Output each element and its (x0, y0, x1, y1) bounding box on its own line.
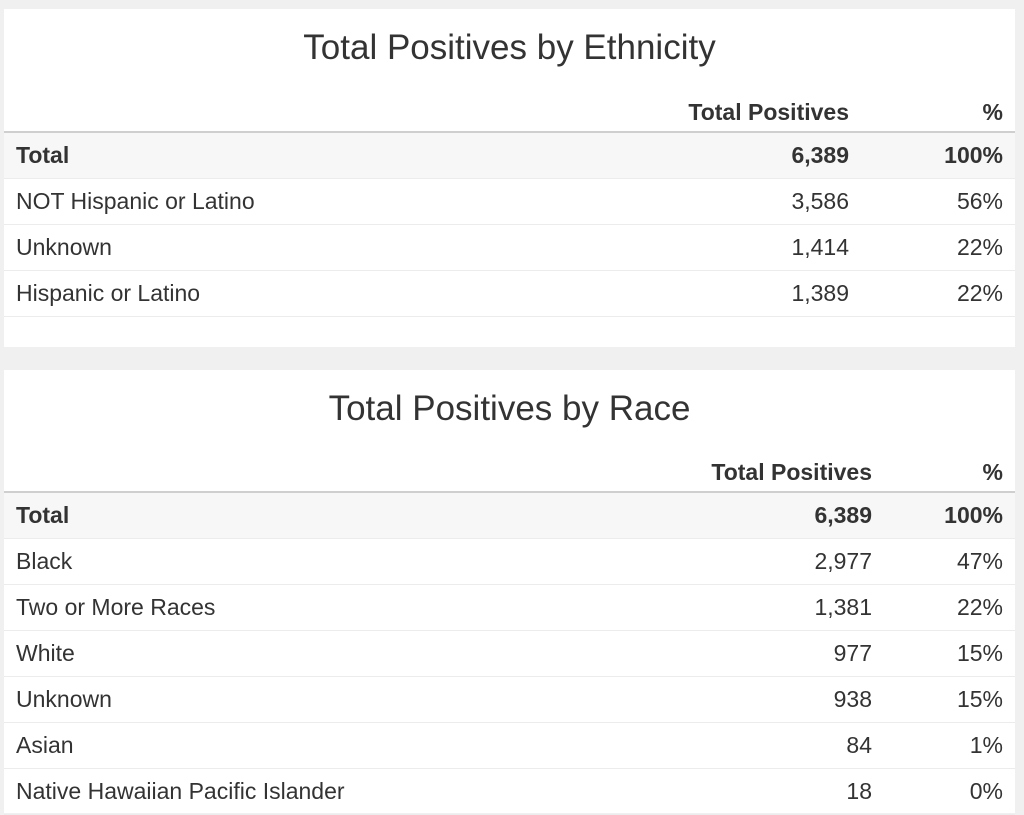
row-percent: 56% (861, 178, 1015, 225)
row-label: Unknown (4, 224, 655, 271)
race-panel: Total Positives by Race Total Positives … (4, 370, 1015, 815)
table-row: Total 6,389 100% (4, 132, 1015, 179)
table-row: NOT Hispanic or Latino 3,586 56% (4, 178, 1015, 225)
row-label: Total (4, 132, 655, 179)
row-count: 2,977 (677, 538, 884, 585)
row-label: Two or More Races (4, 584, 677, 631)
row-label: Hispanic or Latino (4, 270, 655, 317)
row-count: 6,389 (677, 492, 884, 539)
table-row: Unknown 938 15% (4, 676, 1015, 723)
row-percent: 100% (884, 492, 1015, 539)
row-percent: 15% (884, 676, 1015, 723)
row-percent: 100% (861, 132, 1015, 179)
table-row: Two or More Races 1,381 22% (4, 584, 1015, 631)
row-count: 6,389 (655, 132, 861, 179)
table-row: Asian 84 1% (4, 722, 1015, 769)
ethnicity-header-row: Total Positives % (4, 93, 1015, 133)
race-header-total-positives[interactable]: Total Positives (677, 453, 884, 493)
row-percent: 22% (861, 224, 1015, 271)
race-header-label[interactable] (4, 453, 677, 493)
row-label: Asian (4, 722, 677, 769)
row-label: Black (4, 538, 677, 585)
ethnicity-panel: Total Positives by Ethnicity Total Posit… (4, 9, 1015, 347)
race-header-percent[interactable]: % (884, 453, 1015, 493)
row-count: 1,381 (677, 584, 884, 631)
row-percent: 0% (884, 768, 1015, 815)
row-count: 977 (677, 630, 884, 677)
table-row: Unknown 1,414 22% (4, 224, 1015, 271)
row-percent: 47% (884, 538, 1015, 585)
row-count: 1,389 (655, 270, 861, 317)
row-count: 3,586 (655, 178, 861, 225)
row-count: 84 (677, 722, 884, 769)
table-row: Black 2,977 47% (4, 538, 1015, 585)
row-percent: 22% (861, 270, 1015, 317)
table-row: Hispanic or Latino 1,389 22% (4, 270, 1015, 317)
row-percent: 22% (884, 584, 1015, 631)
ethnicity-header-total-positives[interactable]: Total Positives (655, 93, 861, 133)
ethnicity-header-percent[interactable]: % (861, 93, 1015, 133)
row-count: 18 (677, 768, 884, 815)
row-percent: 1% (884, 722, 1015, 769)
row-label: NOT Hispanic or Latino (4, 178, 655, 225)
row-percent: 15% (884, 630, 1015, 677)
race-title: Total Positives by Race (328, 389, 691, 428)
row-label: Total (4, 492, 677, 539)
race-table: Total Positives % Total 6,389 100% Black… (4, 453, 1015, 815)
ethnicity-title: Total Positives by Ethnicity (303, 28, 716, 67)
table-row: Total 6,389 100% (4, 492, 1015, 539)
ethnicity-table: Total Positives % Total 6,389 100% NOT H… (4, 93, 1015, 317)
table-row: White 977 15% (4, 630, 1015, 677)
race-header-row: Total Positives % (4, 453, 1015, 493)
row-label: Native Hawaiian Pacific Islander (4, 768, 677, 815)
row-label: White (4, 630, 677, 677)
row-count: 1,414 (655, 224, 861, 271)
row-label: Unknown (4, 676, 677, 723)
table-row: Native Hawaiian Pacific Islander 18 0% (4, 768, 1015, 815)
ethnicity-header-label[interactable] (4, 93, 655, 133)
row-count: 938 (677, 676, 884, 723)
